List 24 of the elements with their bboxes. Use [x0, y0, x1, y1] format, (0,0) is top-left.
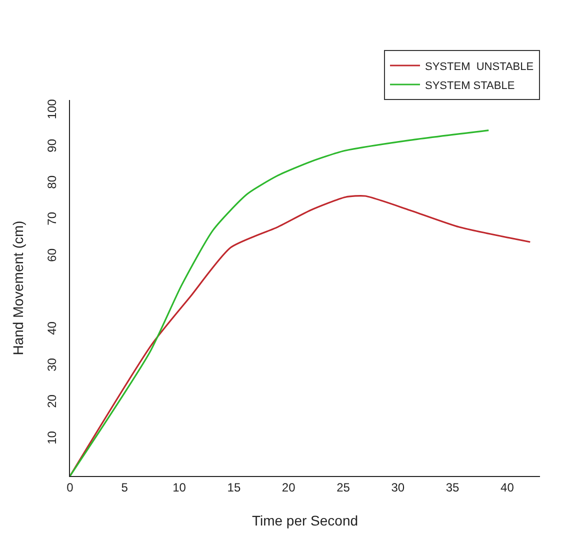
- y-tick-label: 20: [45, 394, 60, 408]
- x-tick-label: 40: [500, 480, 514, 494]
- y-tick-label: 10: [45, 430, 60, 444]
- y-axis-title: Hand Movement (cm): [10, 220, 26, 356]
- y-tick-label: 60: [45, 248, 60, 262]
- x-axis-title: Time per Second: [252, 512, 358, 529]
- y-tick-label: 40: [45, 321, 60, 335]
- y-tick-label: 30: [45, 358, 60, 372]
- y-tick-label: 100: [45, 98, 60, 120]
- line-series: [70, 195, 531, 476]
- line-series: [70, 130, 490, 476]
- x-tick-label: 35: [446, 480, 460, 494]
- y-tick-label: 70: [45, 212, 60, 226]
- y-tick-label: 90: [45, 138, 60, 152]
- x-tick-label: 30: [391, 480, 405, 494]
- x-tick-label: 25: [336, 480, 350, 494]
- x-tick-label: 10: [172, 480, 186, 494]
- y-tick-label: 80: [45, 175, 60, 189]
- x-tick-label: 20: [282, 480, 296, 494]
- x-tick-label: 0: [66, 480, 74, 494]
- x-tick-label: 15: [227, 480, 241, 494]
- legend-label: SYSTEM UNSTABLE: [425, 60, 534, 73]
- x-tick-label: 5: [121, 480, 128, 494]
- legend-label: SYSTEM STABLE: [425, 80, 515, 92]
